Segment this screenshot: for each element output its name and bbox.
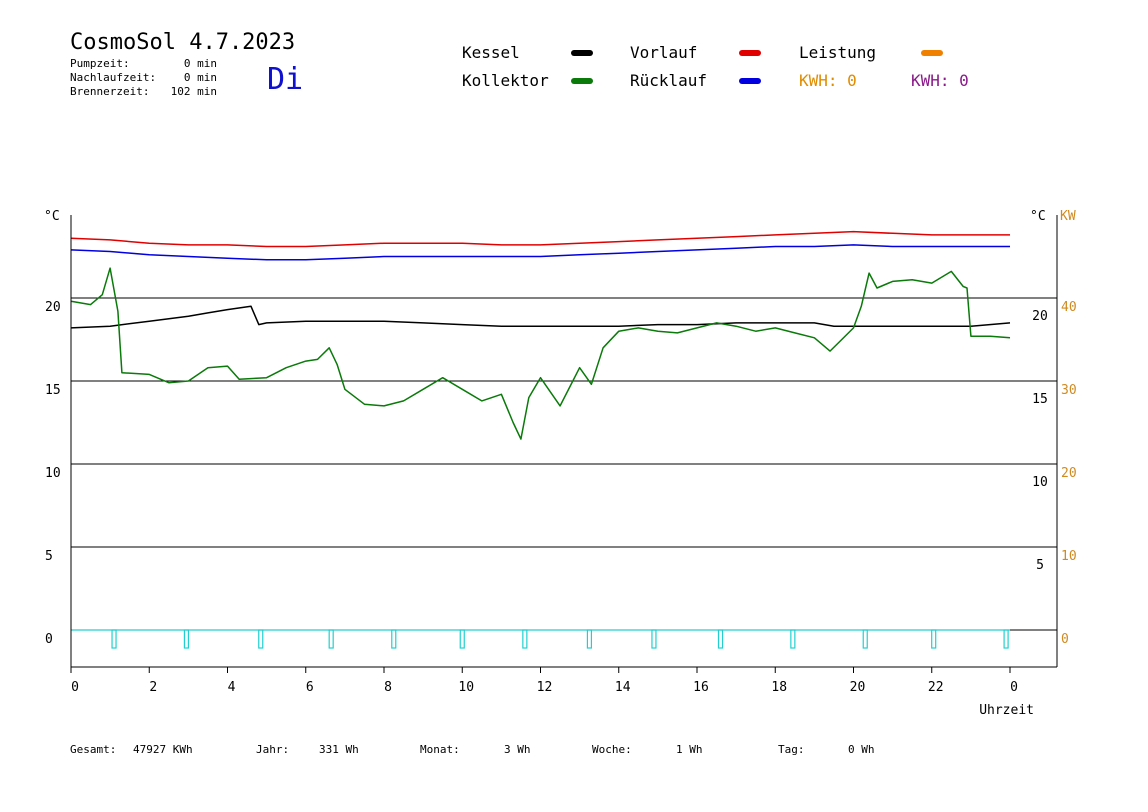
grid-lines <box>71 297 1057 631</box>
y-tick-right-kw: 30 <box>1061 383 1077 398</box>
legend-kessel-swatch <box>571 50 593 56</box>
y-tick-right: 20 <box>1032 309 1048 324</box>
pump-pulse <box>862 629 868 649</box>
chart-title: CosmoSol 4.7.2023 <box>70 30 296 55</box>
x-tick-label: 4 <box>228 680 236 695</box>
pump-pulse <box>111 629 117 649</box>
footer-tag-value: 0 Wh <box>848 743 875 756</box>
footer-gesamt-label: Gesamt: <box>70 743 117 756</box>
pump-pulse <box>931 629 937 649</box>
pump-pulse <box>391 629 397 649</box>
pump-pulse <box>586 629 593 649</box>
x-axis-label: Uhrzeit <box>979 703 1034 718</box>
legend-kwh-orange: KWH: 0 <box>799 71 857 90</box>
pump-pulse <box>1003 629 1009 649</box>
y-tick-left: 0 <box>45 632 53 647</box>
pump-time-label: Pumpzeit: <box>70 57 130 70</box>
x-tick-label: 10 <box>458 680 474 695</box>
y-tick-right: 10 <box>1032 475 1048 490</box>
legend-kwh-purple: KWH: 0 <box>911 71 969 90</box>
pump-pulse <box>183 629 190 649</box>
legend-leistung-swatch <box>921 50 943 56</box>
pump-pulse <box>717 629 724 649</box>
legend-ruecklauf-label: Rücklauf <box>630 71 708 90</box>
pump-pulse <box>522 629 528 649</box>
legend-ruecklauf-swatch <box>739 78 761 84</box>
footer-gesamt-value: 47927 KWh <box>133 743 193 756</box>
series-kessel <box>70 305 1011 329</box>
x-tick-label: 8 <box>384 680 392 695</box>
pump-pulse <box>790 629 796 649</box>
x-tick-label: 16 <box>693 680 709 695</box>
footer-monat-value: 3 Wh <box>504 743 531 756</box>
footer-tag-label: Tag: <box>778 743 805 756</box>
y-tick-right-kw: 40 <box>1061 300 1077 315</box>
series-vorlauf <box>70 230 1010 248</box>
pump-time-value: 0 min <box>183 57 217 70</box>
y-tick-right-kw: 0 <box>1061 632 1069 647</box>
legend-kessel-label: Kessel <box>462 43 520 62</box>
x-tick-label: 20 <box>850 680 866 695</box>
legend-leistung-label: Leistung <box>799 43 877 62</box>
pump-pulse <box>651 629 657 649</box>
x-tick-label: 6 <box>306 680 314 695</box>
brenner-time-value: 102 min <box>170 85 217 98</box>
axes <box>70 215 1058 673</box>
pump-pulse <box>459 629 465 649</box>
y-tick-left: 5 <box>45 549 53 564</box>
y-tick-left: 10 <box>45 466 61 481</box>
x-tick-label: 14 <box>615 680 631 695</box>
brenner-time-label: Brennerzeit: <box>70 85 150 98</box>
series-lines <box>70 230 1011 440</box>
weekday-label: Di <box>267 62 304 97</box>
y-unit-left: °C <box>44 209 60 224</box>
footer-monat-label: Monat: <box>420 743 460 756</box>
y-unit-kw: KW <box>1060 209 1076 224</box>
y-unit-right: °C <box>1030 209 1046 224</box>
y-tick-left: 15 <box>45 383 61 398</box>
x-tick-label: 12 <box>537 680 553 695</box>
legend-kollektor-swatch <box>571 78 593 84</box>
y-tick-right-kw: 20 <box>1061 466 1077 481</box>
legend-vorlauf-label: Vorlauf <box>630 43 698 62</box>
x-tick-label: 0 <box>1010 680 1018 695</box>
footer-jahr-label: Jahr: <box>256 743 290 756</box>
y-tick-right: 5 <box>1036 558 1044 573</box>
nachlauf-time-value: 0 min <box>183 71 217 84</box>
series-ruecklauf <box>70 244 1010 261</box>
pump-pulse <box>328 629 334 649</box>
nachlauf-time-label: Nachlaufzeit: <box>70 71 157 84</box>
x-tick-label: 0 <box>71 680 79 695</box>
tick-labels: 0 2 4 6 8 10 12 14 16 18 20 22 0 Uhrzeit 0 5 10 15 20 5 10 15… <box>44 209 1077 718</box>
pump-pulse <box>258 629 264 649</box>
x-tick-label: 22 <box>928 680 944 695</box>
pump-pulses <box>71 629 1010 649</box>
y-tick-right: 15 <box>1032 392 1048 407</box>
footer-jahr-value: 331 Wh <box>319 743 359 756</box>
legend-kollektor-label: Kollektor <box>462 71 549 90</box>
x-tick-label: 18 <box>771 680 787 695</box>
series-kollektor <box>70 267 1011 440</box>
y-tick-left: 20 <box>45 300 61 315</box>
legend-vorlauf-swatch <box>739 50 761 56</box>
x-tick-label: 2 <box>149 680 157 695</box>
footer-woche-label: Woche: <box>592 743 632 756</box>
footer-woche-value: 1 Wh <box>676 743 703 756</box>
y-tick-right-kw: 10 <box>1061 549 1077 564</box>
